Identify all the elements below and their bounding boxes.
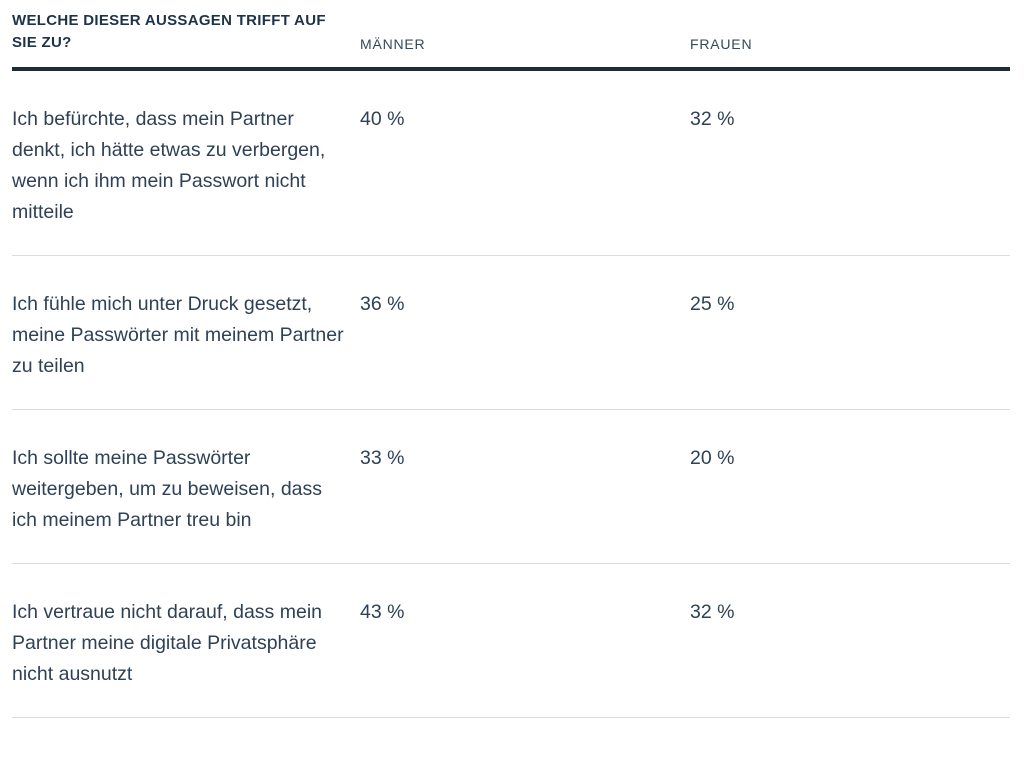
value-maenner: 40 % <box>360 108 405 130</box>
value-frauen: 25 % <box>690 293 735 315</box>
survey-table: WELCHE DIESER AUSSAGEN TRIFFT AUF SIE ZU… <box>12 0 1010 718</box>
value-frauen: 32 % <box>690 601 735 623</box>
table-header-row: WELCHE DIESER AUSSAGEN TRIFFT AUF SIE ZU… <box>12 0 1010 71</box>
table-row: Ich vertraue nicht darauf, dass mein Par… <box>12 564 1010 718</box>
statement-text: Ich fühle mich unter Druck gesetzt, mein… <box>12 293 344 377</box>
table-row: Ich befürchte, dass mein Partner denkt, … <box>12 71 1010 256</box>
value-maenner: 33 % <box>360 447 405 469</box>
value-maenner: 43 % <box>360 601 405 623</box>
table-row: Ich fühle mich unter Druck gesetzt, mein… <box>12 256 1010 410</box>
value-maenner: 36 % <box>360 293 405 315</box>
statement-text: Ich sollte meine Passwörter weitergeben,… <box>12 447 323 531</box>
value-frauen: 32 % <box>690 108 735 130</box>
value-frauen: 20 % <box>690 447 735 469</box>
column-header-frauen: FRAUEN <box>690 36 753 52</box>
question-header: WELCHE DIESER AUSSAGEN TRIFFT AUF SIE ZU… <box>12 12 326 51</box>
statement-text: Ich befürchte, dass mein Partner denkt, … <box>12 108 326 223</box>
table-row: Ich sollte meine Passwörter weitergeben,… <box>12 410 1010 564</box>
column-header-maenner: MÄNNER <box>360 36 426 52</box>
statement-text: Ich vertraue nicht darauf, dass mein Par… <box>12 601 322 685</box>
